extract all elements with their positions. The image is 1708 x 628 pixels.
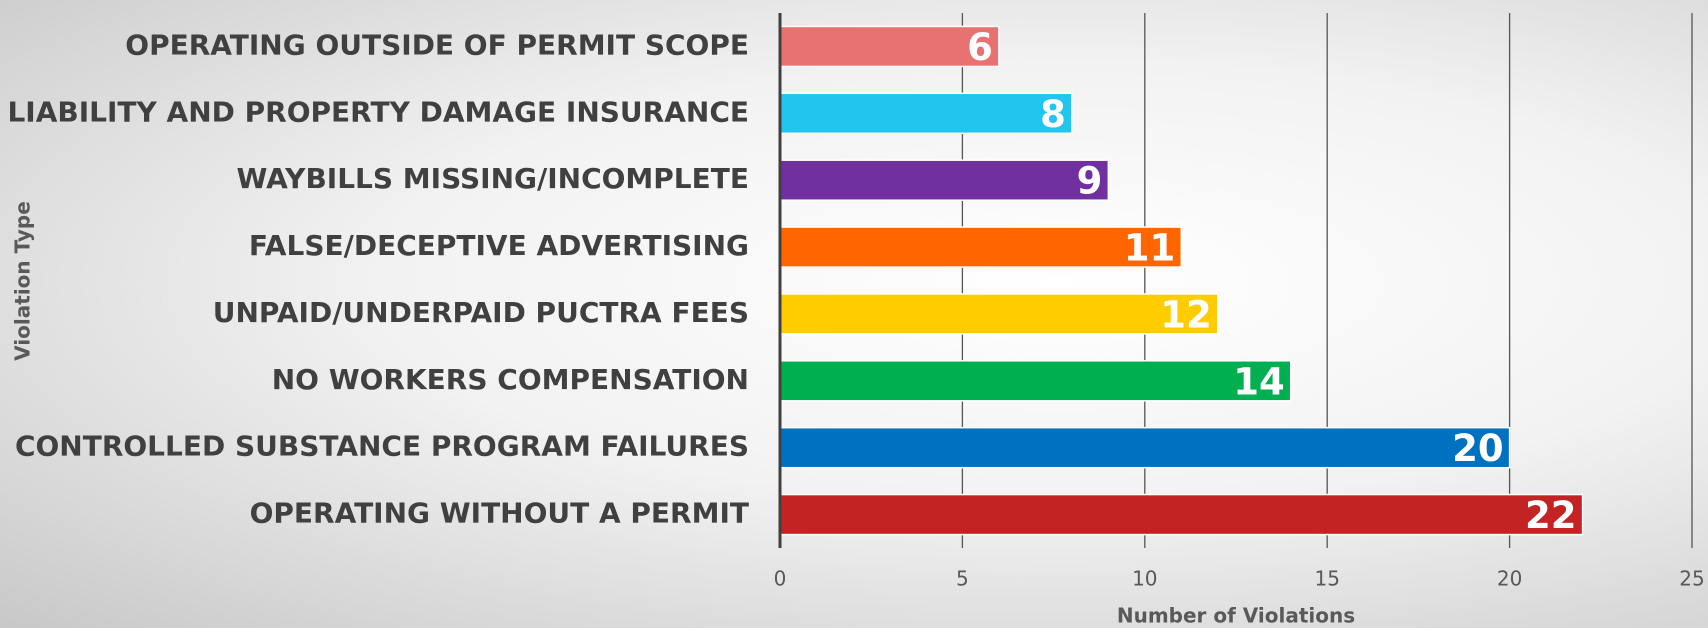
y-tick-label: CONTROLLED SUBSTANCE PROGRAM FAILURES xyxy=(15,430,749,463)
bar xyxy=(779,159,1110,201)
value-label: 6 xyxy=(967,26,993,69)
x-tick-label: 0 xyxy=(774,567,787,591)
bar xyxy=(779,25,1000,68)
value-label: 9 xyxy=(1077,160,1103,203)
x-tick-label: 10 xyxy=(1132,567,1157,591)
value-label: 20 xyxy=(1452,427,1504,470)
value-label: 14 xyxy=(1233,360,1285,403)
x-tick-label: 15 xyxy=(1314,567,1339,591)
y-tick-label: WAYBILLS MISSING/INCOMPLETE xyxy=(237,162,749,195)
y-tick-label: NO WORKERS COMPENSATION xyxy=(272,363,749,396)
y-tick-label: OPERATING OUTSIDE OF PERMIT SCOPE xyxy=(125,28,749,61)
bar xyxy=(779,293,1219,335)
y-tick-label: LIABILITY AND PROPERTY DAMAGE INSURANCE xyxy=(7,95,749,128)
y-axis-title: Violation Type xyxy=(11,201,35,361)
y-tick-label: FALSE/DECEPTIVE ADVERTISING xyxy=(249,229,749,262)
value-label: 11 xyxy=(1124,227,1176,270)
y-tick-label: OPERATING WITHOUT A PERMIT xyxy=(250,497,749,530)
value-label: 22 xyxy=(1525,494,1577,537)
value-label: 12 xyxy=(1160,293,1212,336)
x-tick-label: 5 xyxy=(956,567,969,591)
x-axis-title: Number of Violations xyxy=(1117,604,1355,628)
bar xyxy=(779,92,1073,135)
bar xyxy=(779,426,1511,469)
bar xyxy=(779,226,1183,268)
bar xyxy=(779,360,1292,402)
bar xyxy=(779,493,1584,536)
x-tick-label: 20 xyxy=(1497,567,1522,591)
x-tick-label: 25 xyxy=(1679,567,1704,591)
y-tick-label: UNPAID/UNDERPAID PUCTRA FEES xyxy=(213,296,749,329)
value-label: 8 xyxy=(1040,93,1066,136)
